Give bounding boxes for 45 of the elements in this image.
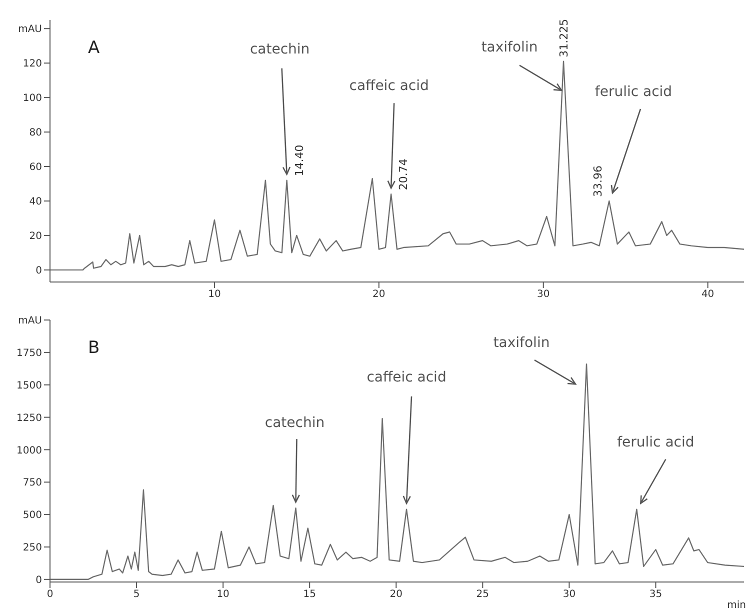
y-tick-label: 80 xyxy=(29,128,42,139)
annotation: 33.96 xyxy=(591,165,604,197)
y-tick-label: 1500 xyxy=(16,380,42,392)
x-tick-label: 35 xyxy=(649,589,662,600)
x-tick-label: 30 xyxy=(562,589,576,600)
line-series xyxy=(50,60,744,271)
x-axis-title: min xyxy=(727,600,746,611)
annotation: catechin xyxy=(250,41,310,58)
x-tick-label: 20 xyxy=(372,289,386,300)
y-tick-label: 1000 xyxy=(16,445,42,456)
y-tick-label: mAU xyxy=(18,24,42,36)
annotation: 31.225 xyxy=(558,18,571,58)
y-tick-label: 500 xyxy=(22,510,42,522)
y-tick-label: 120 xyxy=(22,58,42,70)
y-tick-label: 20 xyxy=(29,231,42,242)
x-tick-label: 5 xyxy=(133,589,140,600)
annotation: catechin xyxy=(264,415,325,432)
y-tick-label: 250 xyxy=(22,542,42,554)
y-tick-label: 60 xyxy=(29,162,42,174)
y-tick-label: mAU xyxy=(18,316,42,327)
y-tick-label: 1250 xyxy=(16,412,42,424)
x-tick-label: 15 xyxy=(303,589,316,600)
y-tick-label: 1750 xyxy=(16,348,42,359)
annotation: taxifolin xyxy=(481,39,538,56)
y-tick-label: 100 xyxy=(22,93,42,104)
annotation: 20.74 xyxy=(397,158,410,190)
annotation: caffeic acid xyxy=(366,369,446,386)
annotation: ferulic acid xyxy=(617,434,694,450)
text: A xyxy=(88,38,100,58)
y-tick-label: 750 xyxy=(22,478,42,489)
x-tick-label: 10 xyxy=(208,289,221,300)
text: B xyxy=(88,338,100,358)
annotation: caffeic acid xyxy=(349,78,429,94)
x-tick-label: 10 xyxy=(216,589,230,600)
y-tick-label: 0 xyxy=(36,574,42,586)
annotation: 14.40 xyxy=(292,144,306,176)
x-tick-label: 30 xyxy=(537,289,550,300)
y-tick-label: 0 xyxy=(36,265,42,276)
x-tick-label: 25 xyxy=(476,589,490,600)
y-tick-label: 40 xyxy=(29,196,42,208)
annotation: taxifolin xyxy=(493,335,550,352)
x-tick-label: 0 xyxy=(46,589,54,600)
x-tick-label: 40 xyxy=(701,289,714,300)
annotation: ferulic acid xyxy=(594,84,672,100)
x-tick-label: 20 xyxy=(390,589,402,600)
